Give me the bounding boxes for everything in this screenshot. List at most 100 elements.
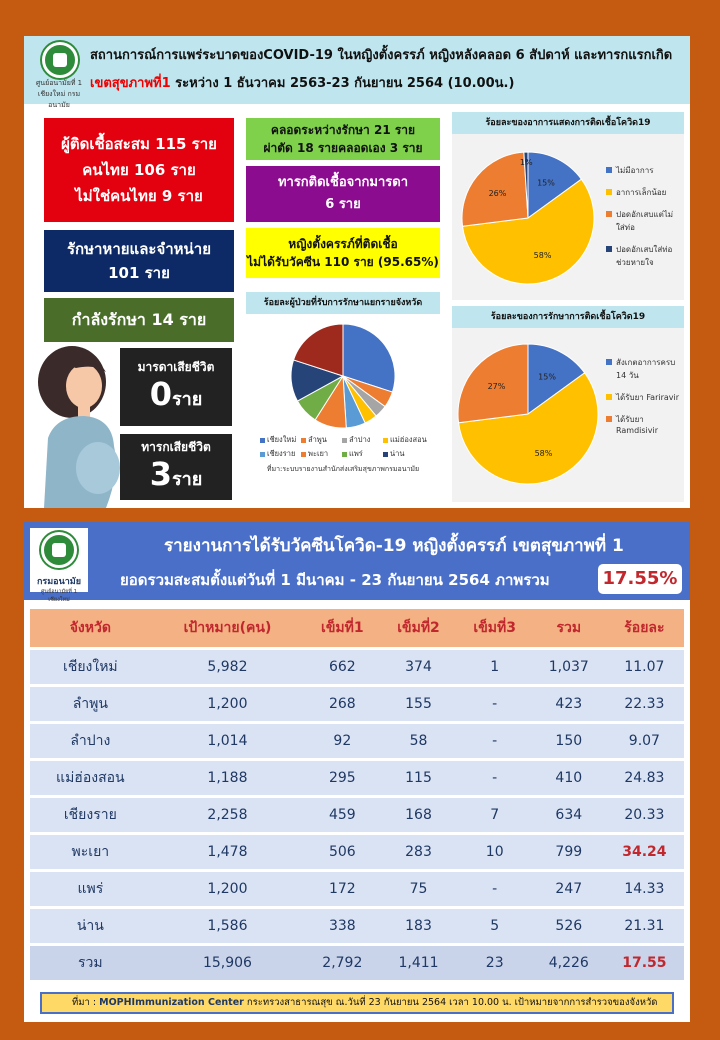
table-cell-1: 15,906 <box>150 946 305 980</box>
province-legend-item-4: เชียงราย <box>260 448 301 460</box>
table-cell-2: 268 <box>304 687 381 721</box>
table-cell-6: 21.31 <box>604 909 684 943</box>
table-cell-0: แม่ฮ่องสอน <box>30 761 151 795</box>
treatment-label-0: 15% <box>538 373 556 382</box>
table-cell-5: 799 <box>532 835 605 869</box>
table-cell-3: 183 <box>380 909 457 943</box>
table-cell-4: 1 <box>456 650 533 684</box>
table-cell-1: 1,200 <box>150 687 305 721</box>
province-legend-label: เชียงใหม่ <box>267 435 297 444</box>
unvaccinated-count: ไม่ได้รับวัคซีน 110 ราย (95.65%) <box>247 255 439 269</box>
table-cell-2: 92 <box>304 724 381 758</box>
treating-count: กำลังรักษา 14 ราย <box>71 309 207 329</box>
table-cell-4: - <box>456 724 533 758</box>
vaccine-table-body: เชียงใหม่ 5,982 662 374 1 1,037 11.07 ลำพูน 1,20… <box>30 650 684 980</box>
table-row: แพร่ 1,200 172 75-247 14.33 <box>30 872 684 906</box>
cumulative-cases-box: ผู้ติดเชื้อสะสม 115 ราย คนไทย 106 ราย ไม… <box>44 118 234 222</box>
province-legend-item-5: พะเยา <box>301 448 342 460</box>
treatment-legend-swatch <box>606 416 612 422</box>
cumulative-thai: คนไทย 106 ราย <box>82 161 196 179</box>
infographic-header: ศูนย์อนามัยที่ 1 เชียงใหม่ กรมอนามัย สถา… <box>24 36 690 109</box>
symptoms-legend-item-0: ไม่มีอาการ <box>606 164 680 177</box>
table-cell-3: 283 <box>380 835 457 869</box>
infographic-subtitle: เขตสุขภาพที่1 ระหว่าง 1 ธันวาคม 2563-23 … <box>90 72 514 93</box>
vaccine-subtitle: ยอดรวมสะสมตั้งแต่วันที่ 1 มีนาคม - 23 กั… <box>120 571 550 589</box>
treatment-legend: สังเกตอาการครบ 14 วัน ได้รับยา Fariravir ไ… <box>606 356 680 444</box>
table-cell-6: 11.07 <box>604 650 684 684</box>
region-label: เขตสุขภาพที่1 <box>90 76 171 91</box>
province-legend-label: น่าน <box>390 449 405 458</box>
table-cell-5: 150 <box>532 724 605 758</box>
table-cell-0: ลำพูน <box>30 687 151 721</box>
table-cell-2: 459 <box>304 798 381 832</box>
symptoms-legend-swatch <box>606 246 612 252</box>
logo-caption: ศูนย์อนามัยที่ 1 เชียงใหม่ กรมอนามัย <box>35 79 83 109</box>
symptoms-label-1: 58% <box>534 251 552 260</box>
treatment-pie-chart: 15% 58% 27% <box>457 343 599 485</box>
anamai-logo-caption: กรมอนามัย <box>36 577 82 587</box>
treatment-legend-item-1: ได้รับยา Fariravir <box>606 391 680 404</box>
infant-death-label: ทารกเสียชีวิต <box>141 440 211 454</box>
table-row: รวม 15,906 2,792 1,411 23 4,226 17.55 <box>30 946 684 980</box>
treatment-legend-swatch <box>606 359 612 365</box>
table-cell-6: 17.55 <box>604 946 684 980</box>
table-cell-5: 423 <box>532 687 605 721</box>
table-row: น่าน 1,586 338 183 5 526 21.31 <box>30 909 684 943</box>
table-cell-4: 7 <box>456 798 533 832</box>
infant-infected-label: ทารกติดเชื้อจากมารดา <box>277 175 409 190</box>
treatment-label-2: 27% <box>488 382 506 391</box>
table-cell-4: - <box>456 761 533 795</box>
table-cell-4: - <box>456 872 533 906</box>
province-chart-title: ร้อยละผู้ป่วยที่รับการรักษาแยกรายจังหวัด <box>246 292 440 314</box>
date-range: ระหว่าง 1 ธันวาคม 2563-23 กันยายน 2564 (… <box>170 76 515 91</box>
province-legend-label: พะเยา <box>308 449 329 458</box>
province-legend-swatch <box>383 437 388 443</box>
column-header-5: รวม <box>532 609 605 647</box>
province-legend: เชียงใหม่ ลำพูน ลำปาง แม่ฮ่องสอน เชียงราย พะเ… <box>246 434 440 462</box>
symptoms-legend-label: ไม่มีอาการ <box>616 166 654 175</box>
table-row: แม่ฮ่องสอน 1,188 295 115-410 24.83 <box>30 761 684 795</box>
infant-death-unit: ราย <box>171 469 203 490</box>
table-cell-4: 10 <box>456 835 533 869</box>
table-cell-3: 1,411 <box>380 946 457 980</box>
province-legend-swatch <box>301 437 306 443</box>
cumulative-total: ผู้ติดเชื้อสะสม 115 ราย <box>61 135 217 153</box>
source-prefix: ที่มา : <box>72 997 100 1008</box>
covid-infographic-panel: ศูนย์อนามัยที่ 1 เชียงใหม่ กรมอนามัย สถา… <box>24 36 690 508</box>
unvaccinated-box: หญิงตั้งครรภ์ที่ติดเชื้อ ไม่ได้รับวัคซีน… <box>246 228 440 278</box>
symptoms-chart-title: ร้อยละของอาการแสดงการติดเชื้อโควิด19 <box>452 112 684 134</box>
symptoms-legend-swatch <box>606 189 612 195</box>
pregnant-woman-illustration <box>38 346 120 508</box>
table-row: พะเยา 1,478 506 283 10 799 34.24 <box>30 835 684 869</box>
infant-death-count: 3 <box>149 455 172 493</box>
vaccine-table: จังหวัด เป้าหมาย(คน) เข็มที่1 เข็มที่2 เข็มท… <box>30 606 684 983</box>
treatment-chart-title: ร้อยละของการรักษาการติดเชื้อโควิด19 <box>452 306 684 328</box>
treatment-legend-swatch <box>606 394 612 400</box>
province-legend-label: เชียงราย <box>267 449 296 458</box>
treatment-slice-2 <box>457 343 529 424</box>
health-logo-icon <box>42 42 78 78</box>
infographic-title: สถานการณ์การแพร่ระบาดของCOVID-19 ในหญิงต… <box>90 48 673 63</box>
symptoms-slice-3 <box>523 151 529 219</box>
table-cell-0: แพร่ <box>30 872 151 906</box>
province-legend-swatch <box>342 451 347 457</box>
symptoms-slice-2 <box>461 151 529 227</box>
table-row: เชียงราย 2,258 459 168 7 634 20.33 <box>30 798 684 832</box>
province-source: ที่มา:ระบบรายงานสำนักส่งเสริมสุขภาพกรมอน… <box>266 465 420 473</box>
province-legend-swatch <box>342 437 347 443</box>
treatment-legend-item-0: สังเกตอาการครบ 14 วัน <box>606 356 680 382</box>
province-legend-item-6: แพร่ <box>342 448 383 460</box>
source-detail: กระทรวงสาธารณสุข ณ.วันที่ 23 กันยายน 256… <box>243 997 658 1008</box>
treatment-slice-0 <box>527 343 586 415</box>
table-cell-4: 5 <box>456 909 533 943</box>
symptoms-legend-item-3: ปอดอักเสบใส่ท่อช่วยหายใจ <box>606 243 680 269</box>
symptoms-legend-label: ปอดอักเสบแต่ไม่ใส่ท่อ <box>616 210 674 232</box>
table-cell-2: 172 <box>304 872 381 906</box>
province-legend-swatch <box>260 451 265 457</box>
table-cell-6: 34.24 <box>604 835 684 869</box>
table-cell-6: 14.33 <box>604 872 684 906</box>
symptoms-legend: ไม่มีอาการ อาการเล็กน้อย ปอดอักเสบแต่ไม่ใส… <box>606 164 680 278</box>
symptoms-label-2: 26% <box>489 189 507 198</box>
unvaccinated-label: หญิงตั้งครรภ์ที่ติดเชื้อ <box>288 237 398 251</box>
vaccine-header: กรมอนามัย ศูนย์อนามัยที่ 1 เชียงใหม่ ราย… <box>24 522 690 603</box>
